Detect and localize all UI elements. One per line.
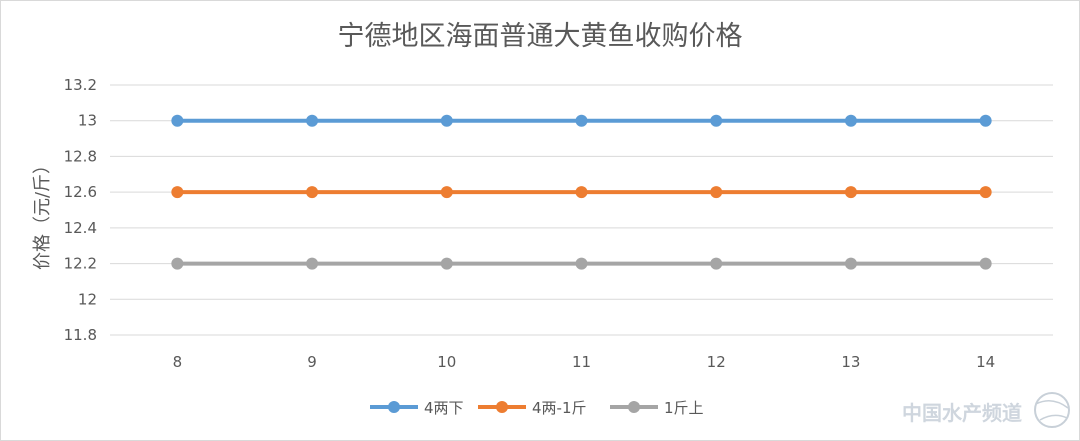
data-point (979, 186, 992, 199)
data-point (306, 114, 319, 127)
x-tick-label: 10 (437, 353, 456, 371)
legend-swatch-marker (496, 401, 508, 413)
chart-title: 宁德地区海面普通大黄鱼收购价格 (338, 21, 743, 52)
y-tick-label: 12.4 (64, 219, 97, 237)
data-point (710, 186, 723, 199)
data-point (171, 114, 184, 127)
x-tick-labels: 8 9 10 11 12 13 14 (173, 353, 996, 371)
x-tick-label: 12 (707, 353, 726, 371)
data-point (844, 186, 857, 199)
data-point (171, 186, 184, 199)
globe-icon-lines (1035, 400, 1069, 421)
y-tick-label: 13 (78, 112, 97, 130)
y-tick-label: 12.2 (64, 255, 97, 273)
legend-swatch-marker (388, 401, 400, 413)
globe-icon (1034, 392, 1070, 428)
data-point (979, 257, 992, 270)
x-tick-label: 9 (307, 353, 317, 371)
watermark-text: 中国水产频道 (902, 401, 1022, 425)
x-tick-label: 8 (173, 353, 183, 371)
data-point (575, 257, 588, 270)
data-point (440, 257, 453, 270)
y-tick-label: 12.8 (64, 147, 97, 165)
y-tick-label: 11.8 (64, 326, 97, 344)
legend: 4两下 4两-1斤 1斤上 (370, 399, 704, 417)
legend-label: 4两-1斤 (532, 399, 587, 417)
legend-swatch-marker (628, 401, 640, 413)
data-point (979, 114, 992, 127)
data-point (844, 114, 857, 127)
x-tick-label: 14 (976, 353, 995, 371)
x-tick-label: 13 (841, 353, 860, 371)
data-point (710, 257, 723, 270)
series-group (171, 114, 992, 270)
data-point (306, 257, 319, 270)
data-point (575, 114, 588, 127)
y-tick-label: 12 (78, 290, 97, 308)
data-point (306, 186, 319, 199)
y-tick-labels: 11.8 12 12.2 12.4 12.6 12.8 13 13.2 (64, 76, 97, 344)
y-tick-label: 13.2 (64, 76, 97, 94)
y-axis-label: 价格（元/斤） (32, 156, 53, 270)
data-point (575, 186, 588, 199)
legend-label: 1斤上 (664, 399, 704, 417)
data-point (440, 186, 453, 199)
y-tick-label: 12.6 (64, 183, 97, 201)
data-point (440, 114, 453, 127)
x-tick-label: 11 (572, 353, 591, 371)
data-point (710, 114, 723, 127)
legend-label: 4两下 (424, 399, 464, 417)
watermark: 中国水产频道 (902, 392, 1070, 428)
data-point (171, 257, 184, 270)
data-point (844, 257, 857, 270)
